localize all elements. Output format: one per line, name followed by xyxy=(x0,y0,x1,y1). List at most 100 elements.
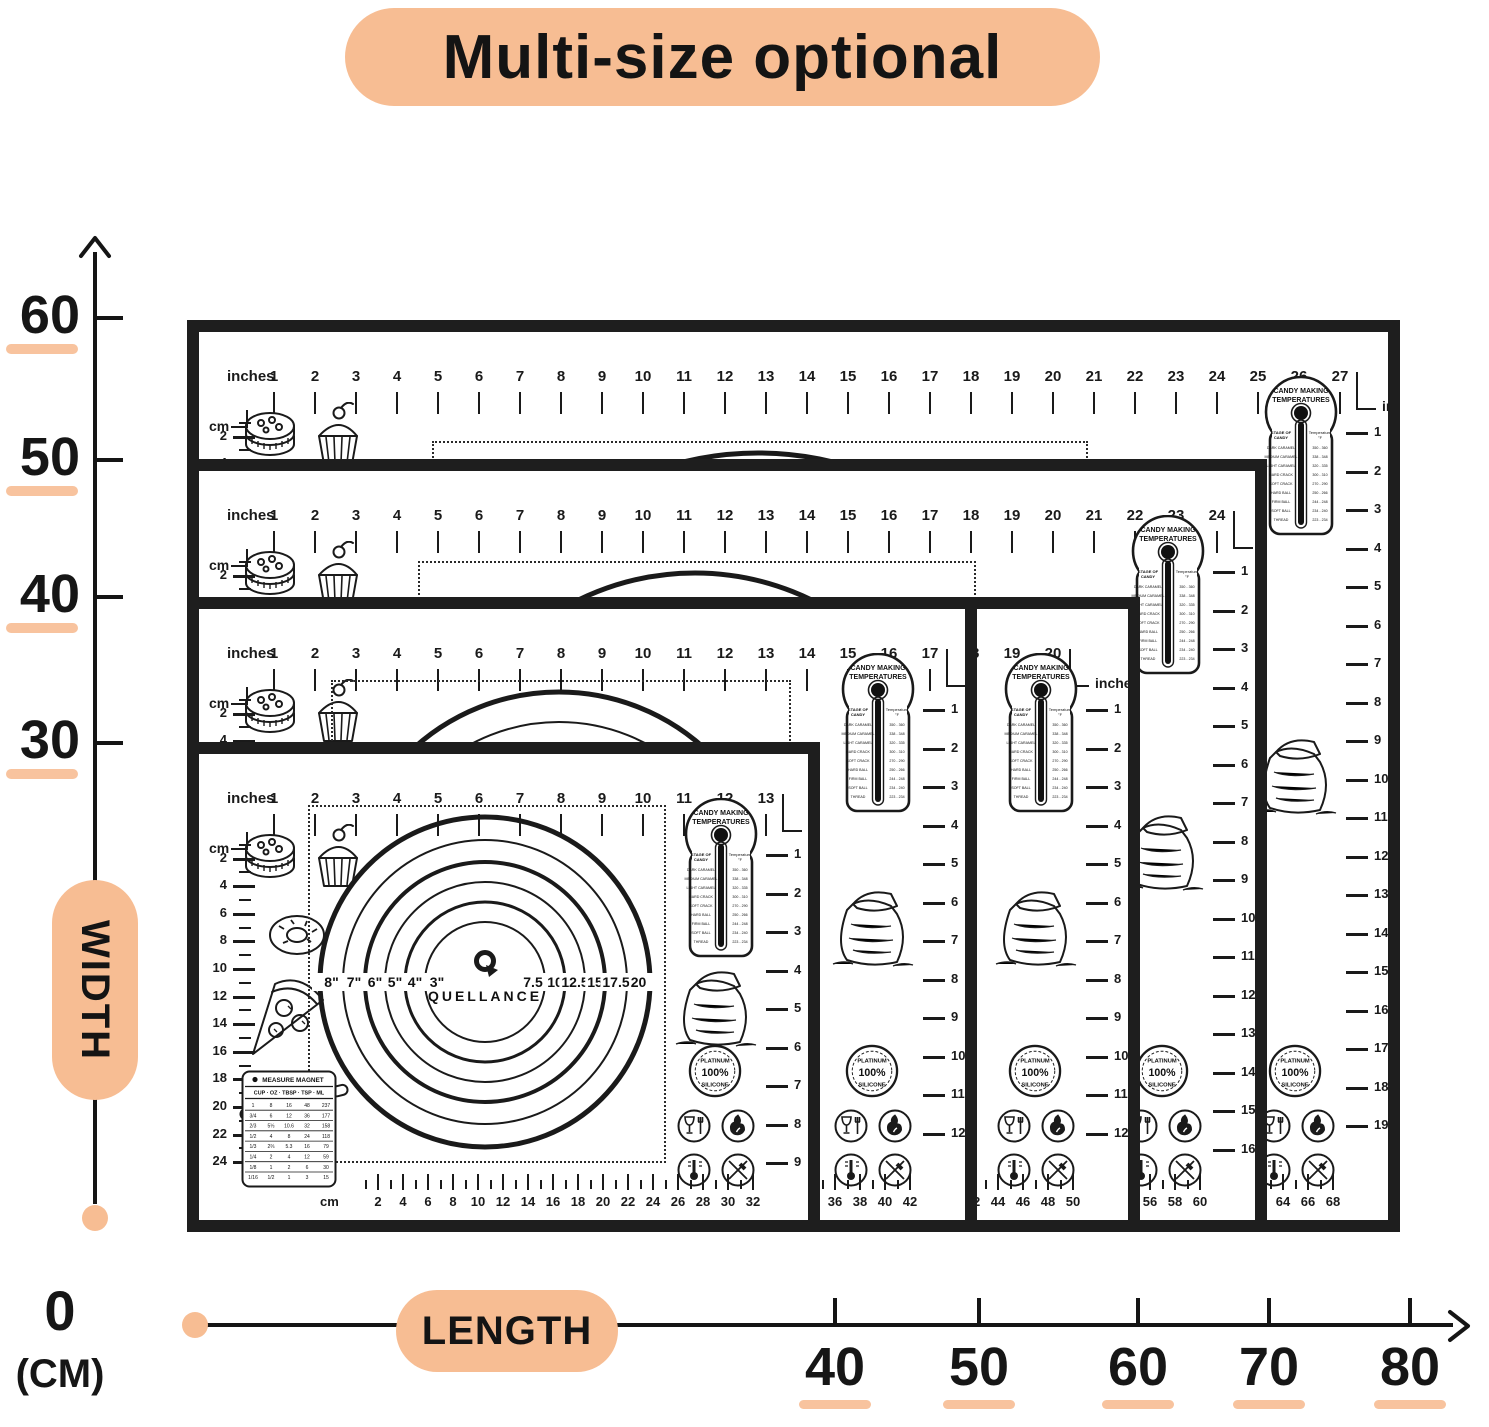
svg-text:SOFT BALL: SOFT BALL xyxy=(1011,786,1030,790)
tick-mark xyxy=(355,392,357,414)
ruler-number: 25 xyxy=(1249,368,1267,385)
tick-mark xyxy=(414,1180,417,1189)
ruler-number: 6 xyxy=(424,1194,432,1209)
circle-diameter-label-cm: 20 xyxy=(628,974,649,990)
y-axis-tick xyxy=(95,595,123,599)
measure-magnet-table: MEASURE MAGNET CUP · OZ · TBSP · TSP · ML… xyxy=(241,1070,337,1188)
svg-text:250 - 266: 250 - 266 xyxy=(889,768,904,772)
svg-text:350 - 360: 350 - 360 xyxy=(732,868,747,872)
svg-text:CANDY: CANDY xyxy=(1274,435,1289,440)
tick-mark xyxy=(355,531,357,553)
ruler-corner-mark xyxy=(782,794,784,832)
tick-mark xyxy=(314,669,316,691)
ruler-number: 12 xyxy=(716,368,734,385)
tick-mark xyxy=(601,531,603,553)
ruler-unit-label: cm xyxy=(209,418,230,434)
tick-mark xyxy=(239,899,251,901)
ruler-number: 1 xyxy=(1241,563,1249,578)
tick-mark xyxy=(1011,392,1013,414)
tick-mark xyxy=(239,560,251,563)
ruler-number: 7 xyxy=(515,790,525,807)
svg-text:300 - 310: 300 - 310 xyxy=(889,750,904,754)
svg-text:244 - 248: 244 - 248 xyxy=(1052,777,1067,781)
svg-text:CANDY MAKING: CANDY MAKING xyxy=(1140,527,1196,534)
svg-text:MEASURE MAGNET: MEASURE MAGNET xyxy=(262,1077,324,1084)
ruler-number: 4 xyxy=(219,877,227,893)
ruler-number: 9 xyxy=(1241,871,1249,886)
svg-text:270 - 290: 270 - 290 xyxy=(889,759,904,763)
x-axis-tick-underline xyxy=(1374,1400,1446,1409)
tick-mark xyxy=(766,1162,788,1165)
ruler-number: 11 xyxy=(1374,809,1388,824)
tick-mark xyxy=(1086,901,1108,905)
ruler-number: 6 xyxy=(1114,893,1122,909)
svg-text:°F: °F xyxy=(1058,712,1063,717)
ruler-number: 15 xyxy=(1374,963,1388,978)
ruler-number: 8 xyxy=(951,970,959,986)
svg-text:320 - 335: 320 - 335 xyxy=(732,886,747,890)
ruler-number: 10 xyxy=(951,1047,965,1063)
ruler-number: 3 xyxy=(351,645,361,662)
tick-mark xyxy=(1332,1174,1334,1190)
ruler-corner-mark xyxy=(246,410,248,428)
ruler-number: 17 xyxy=(921,368,939,385)
tick-mark xyxy=(239,1009,251,1012)
tick-mark xyxy=(970,531,972,553)
tick-mark xyxy=(519,531,521,553)
svg-text:250 - 266: 250 - 266 xyxy=(1312,491,1327,495)
ruler-number: 12 xyxy=(1374,847,1388,863)
ruler-number: 6 xyxy=(474,645,484,662)
ruler-number: 10 xyxy=(1241,909,1255,925)
y-axis-tick-underline xyxy=(6,769,78,779)
ruler-number: 14 xyxy=(520,1194,536,1209)
ruler-corner-mark xyxy=(946,649,948,687)
svg-text:LIGHT CARAMEL: LIGHT CARAMEL xyxy=(1007,741,1036,745)
tick-mark xyxy=(834,1174,836,1190)
tick-mark xyxy=(314,531,316,553)
svg-text:350 - 360: 350 - 360 xyxy=(1179,585,1194,589)
svg-text:244 - 248: 244 - 248 xyxy=(1312,500,1327,504)
no-knife-icon xyxy=(1168,1153,1202,1187)
tick-mark xyxy=(1052,392,1054,414)
tick-mark xyxy=(355,814,357,836)
ruler-number: 15 xyxy=(839,645,857,662)
ruler-number: 10 xyxy=(634,507,652,524)
tick-mark xyxy=(1213,763,1235,767)
tick-mark xyxy=(560,392,562,414)
svg-text:3: 3 xyxy=(306,1175,309,1181)
svg-text:CANDY: CANDY xyxy=(694,857,709,862)
ruler-number: 1 xyxy=(269,368,279,385)
ruler-number: 5 xyxy=(433,790,443,807)
tick-mark xyxy=(427,1174,429,1190)
svg-text:244 - 248: 244 - 248 xyxy=(889,777,904,781)
ruler-number: 18 xyxy=(962,507,980,524)
tick-mark xyxy=(923,901,945,905)
ruler-number: 5 xyxy=(951,855,959,870)
tick-mark xyxy=(1086,709,1108,712)
svg-text:HARD CRACK: HARD CRACK xyxy=(846,750,870,754)
tick-mark xyxy=(233,885,255,889)
svg-text:5.3: 5.3 xyxy=(286,1144,293,1150)
svg-text:234 - 240: 234 - 240 xyxy=(1052,786,1067,790)
y-axis-tick-label: 30 xyxy=(19,710,80,770)
ruler-number: 12 xyxy=(495,1194,511,1209)
ruler-number: 4 xyxy=(1114,816,1122,832)
svg-text:SILICONE: SILICONE xyxy=(858,1082,885,1088)
svg-text:300 - 310: 300 - 310 xyxy=(1179,612,1194,616)
tick-mark xyxy=(1093,531,1095,553)
ruler-number: 9 xyxy=(1114,1009,1122,1024)
ruler-number: 11 xyxy=(1241,948,1255,963)
mat-40x30: inches12345678910111213inchescm246810121… xyxy=(187,742,820,1232)
ruler-number: 6 xyxy=(474,507,484,524)
x-axis-tick-underline xyxy=(943,1400,1015,1409)
ruler-number: 4 xyxy=(392,368,402,385)
svg-text:1: 1 xyxy=(288,1175,291,1181)
svg-text:16: 16 xyxy=(304,1144,310,1150)
ruler-number: 2 xyxy=(219,427,227,443)
no-knife-icon xyxy=(878,1153,912,1187)
open-flame-icon xyxy=(878,1109,912,1143)
flour-sack-icon xyxy=(675,971,757,1047)
silicone-badge-icon: PLATINUM 100% SILICONE xyxy=(1135,1044,1189,1098)
tick-mark xyxy=(923,1055,945,1059)
